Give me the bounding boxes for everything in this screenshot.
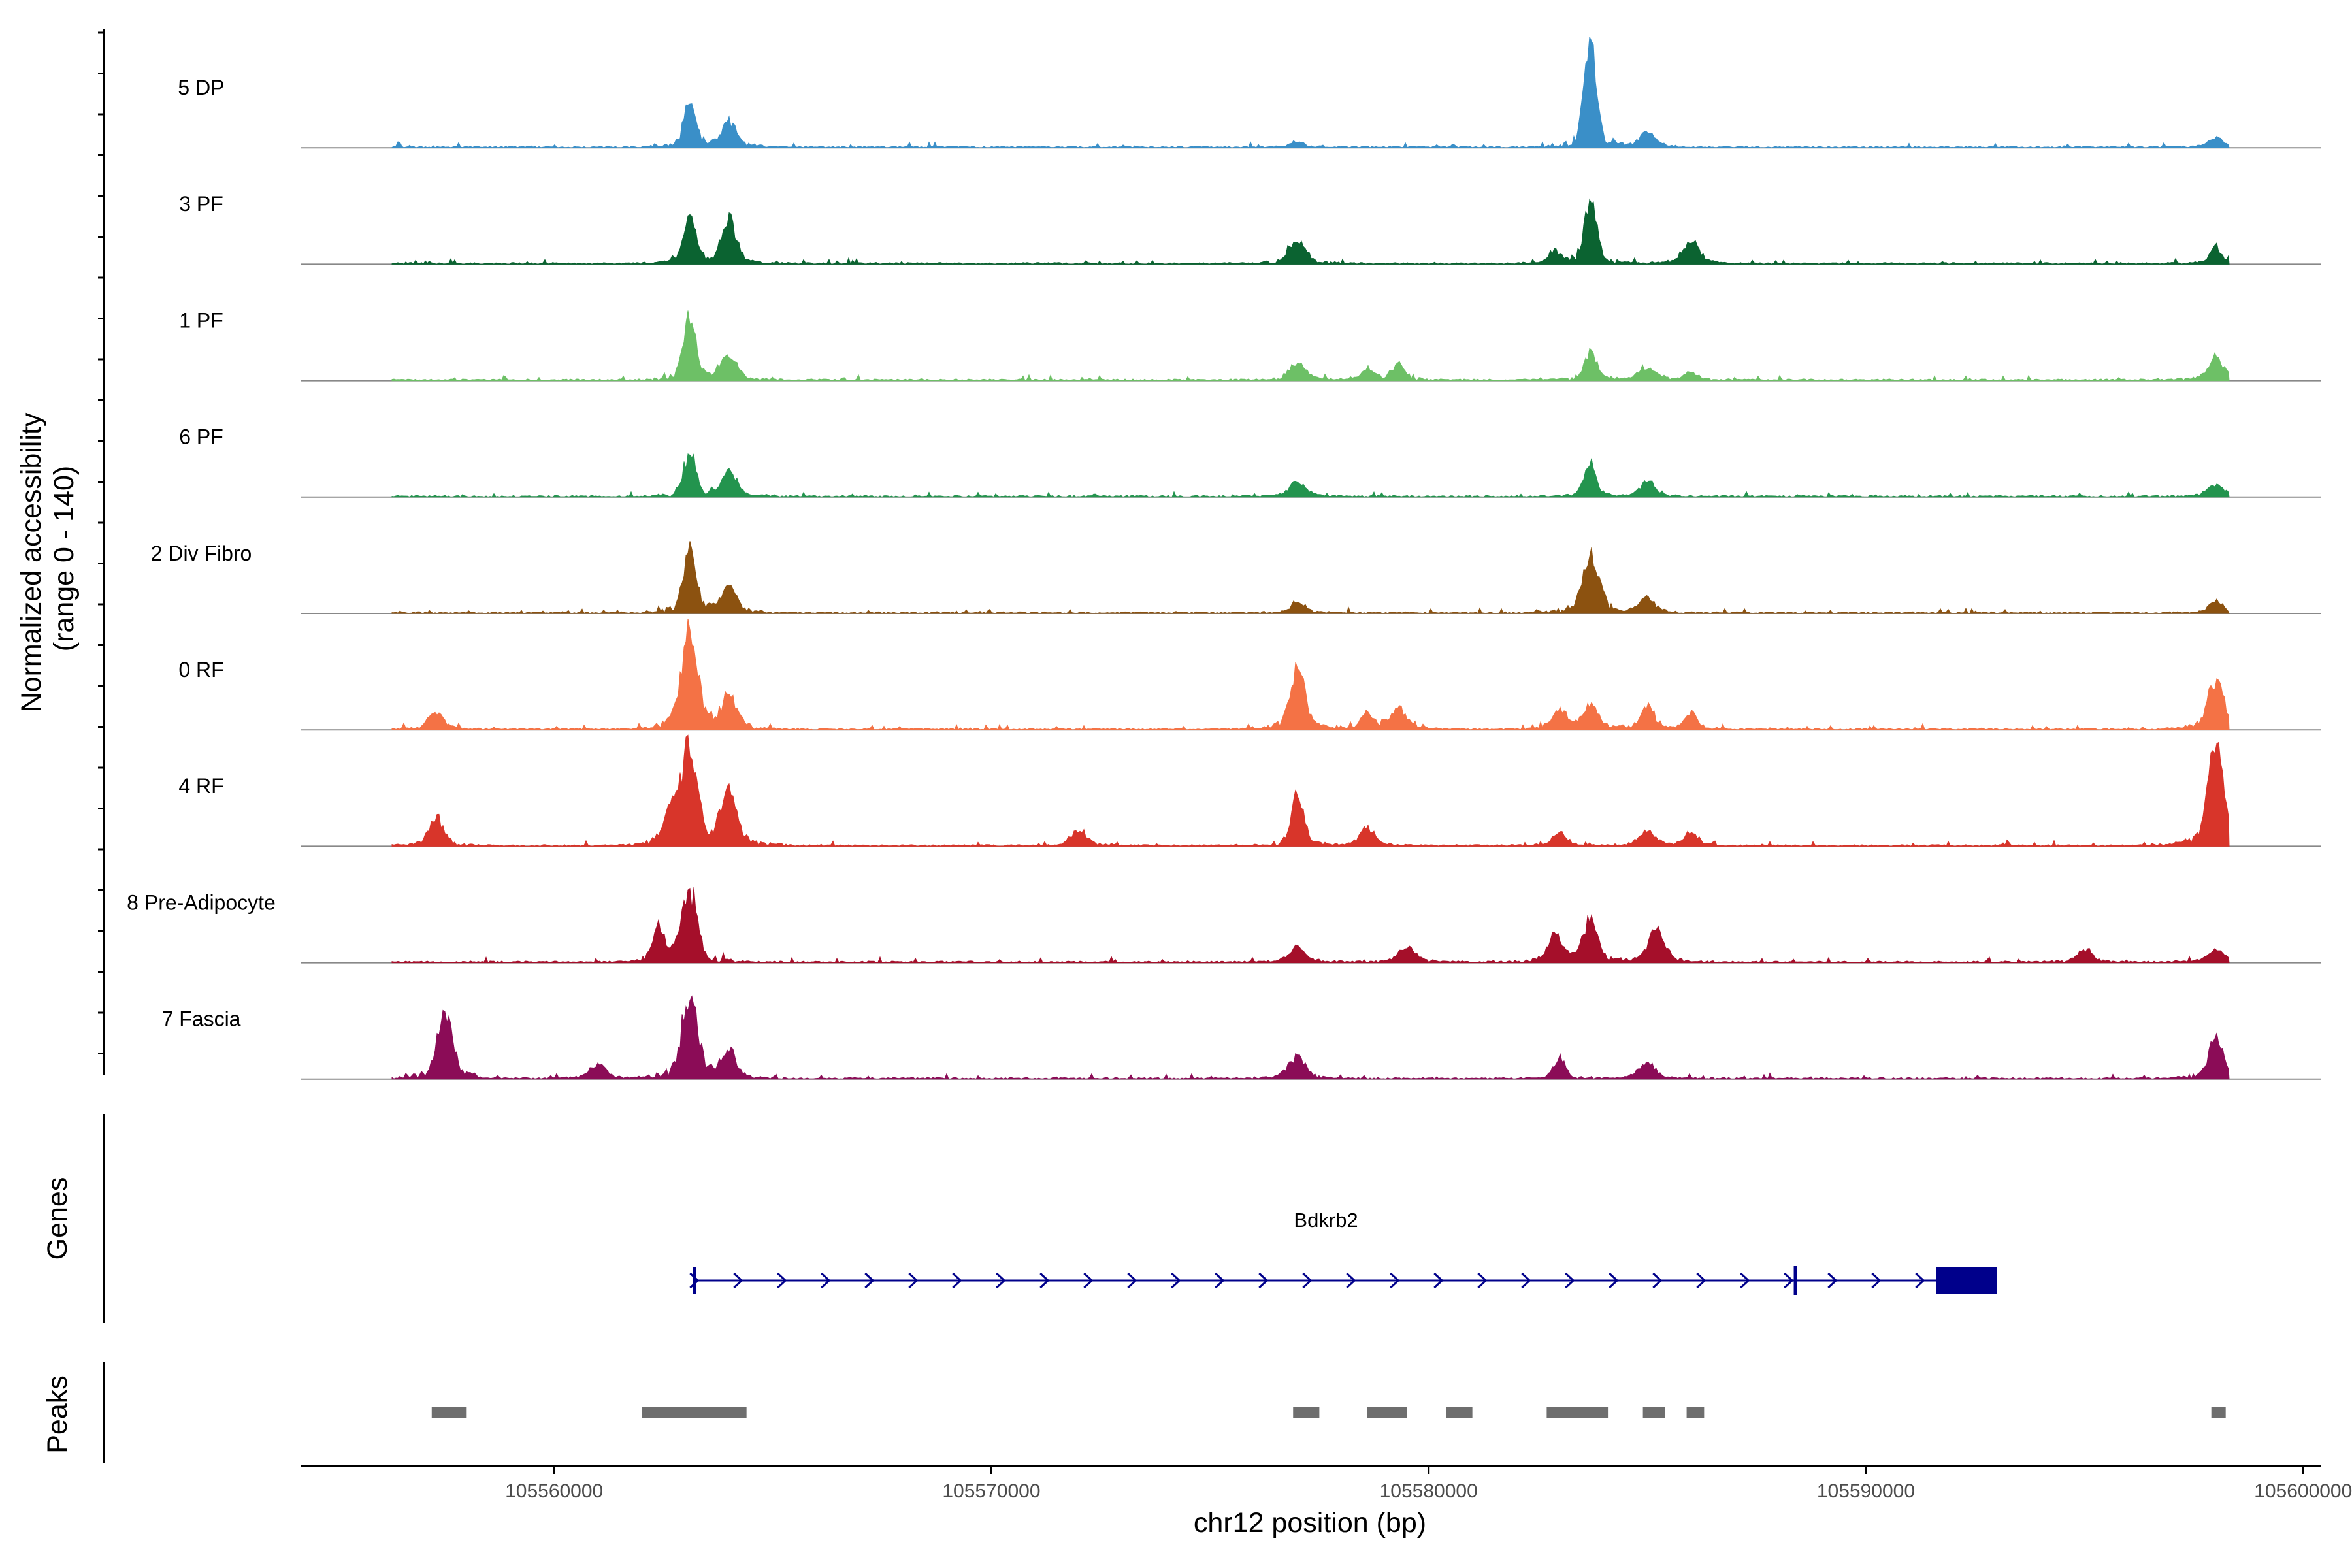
coverage-area: [391, 310, 2230, 382]
gene-model: Bdkrb2: [689, 1209, 1997, 1295]
strand-arrow: [1696, 1272, 1707, 1289]
peak-region: [2211, 1407, 2226, 1418]
strand-arrow: [1609, 1272, 1619, 1289]
strand-arrow: [1039, 1272, 1050, 1289]
strand-arrow: [1258, 1272, 1269, 1289]
track-label: 4 RF: [178, 774, 223, 798]
track-2-div-fibro: 2 Div Fibro: [151, 541, 2321, 614]
strand-arrow: [1784, 1272, 1794, 1289]
track-8-pre-adipocyte: 8 Pre-Adipocyte: [127, 887, 2321, 964]
x-tick-label: 105600000: [2254, 1480, 2352, 1502]
peak-region: [642, 1407, 747, 1418]
strand-arrow: [1346, 1272, 1356, 1289]
track-label: 0 RF: [178, 658, 223, 681]
gene-exon: [1936, 1267, 1997, 1294]
strand-arrow: [1433, 1272, 1444, 1289]
coverage-y-axis-title: Normalized accessibility (range 0 - 140): [16, 405, 80, 713]
track-label: 2 Div Fibro: [151, 542, 252, 565]
track-4-rf: 4 RF: [178, 734, 2321, 847]
strand-arrow: [864, 1272, 875, 1289]
peak-region: [1686, 1407, 1705, 1418]
coverage-area: [391, 198, 2230, 265]
track-label: 5 DP: [178, 76, 224, 99]
strand-arrow: [1521, 1272, 1531, 1289]
x-tick-label: 105580000: [1380, 1480, 1478, 1502]
peak-region: [1642, 1407, 1665, 1418]
strand-arrow: [1915, 1272, 1925, 1289]
gene-name-label: Bdkrb2: [1294, 1209, 1358, 1232]
strand-arrow: [1652, 1272, 1663, 1289]
gene-exon: [1793, 1266, 1797, 1295]
track-label: 8 Pre-Adipocyte: [127, 890, 276, 914]
coverage-area: [391, 734, 2230, 847]
strand-arrow: [1477, 1272, 1488, 1289]
peak-regions: [431, 1407, 2226, 1418]
x-tick-label: 105590000: [1817, 1480, 1915, 1502]
y-axis-title-line-2: (range 0 - 140): [48, 466, 80, 651]
track-6-pf: 6 PF: [179, 425, 2321, 498]
track-5-dp: 5 DP: [178, 36, 2321, 149]
track-3-pf: 3 PF: [179, 192, 2321, 265]
track-label: 3 PF: [179, 192, 223, 216]
strand-arrow: [1827, 1272, 1838, 1289]
coverage-tracks: 5 DP 3 PF 1 PF 6 PF 2 Div Fibro 0 RF 4 RF 8 Pre…: [127, 36, 2321, 1080]
x-tick-label: 105560000: [505, 1480, 603, 1502]
coverage-area: [391, 619, 2230, 730]
strand-arrow: [777, 1272, 787, 1289]
track-7-fascia: 7 Fascia: [162, 995, 2321, 1080]
strand-arrow: [733, 1272, 743, 1289]
strand-arrow: [1740, 1272, 1750, 1289]
peak-region: [1293, 1407, 1320, 1418]
peak-region: [1546, 1407, 1609, 1418]
strand-arrow: [1871, 1272, 1882, 1289]
track-label: 1 PF: [179, 308, 223, 332]
coverage-area: [391, 453, 2230, 498]
coverage-area: [391, 995, 2230, 1080]
strand-arrow: [821, 1272, 831, 1289]
strand-arrow: [908, 1272, 919, 1289]
strand-arrow: [1302, 1272, 1313, 1289]
strand-arrow: [952, 1272, 962, 1289]
strand-arrow: [1565, 1272, 1575, 1289]
strand-arrow: [1215, 1272, 1225, 1289]
x-tick-label: 105570000: [942, 1480, 1040, 1502]
coverage-area: [391, 887, 2230, 964]
peak-region: [431, 1407, 467, 1418]
y-axis-title-line-1: Normalized accessibility: [16, 412, 47, 712]
strand-arrow: [1127, 1272, 1137, 1289]
coverage-area: [391, 36, 2230, 148]
track-label: 6 PF: [179, 425, 223, 449]
genes-panel-label: Genes: [42, 1177, 73, 1260]
peak-region: [1367, 1407, 1407, 1418]
track-0-rf: 0 RF: [178, 619, 2321, 731]
strand-arrow: [1390, 1272, 1400, 1289]
x-axis-ticks: 105560000 105570000 105580000 105590000 1056…: [505, 1466, 2352, 1502]
gene-exon: [693, 1267, 696, 1294]
track-label: 7 Fascia: [162, 1007, 241, 1031]
strand-arrow: [996, 1272, 1006, 1289]
peak-region: [1446, 1407, 1473, 1418]
track-1-pf: 1 PF: [179, 308, 2321, 382]
peaks-panel-label: Peaks: [42, 1375, 73, 1454]
coverage-y-ticks: [98, 31, 104, 1054]
coverage-area: [391, 541, 2230, 614]
strand-arrow: [1083, 1272, 1094, 1289]
strand-arrow: [1171, 1272, 1181, 1289]
x-axis-title: chr12 position (bp): [1194, 1507, 1426, 1539]
